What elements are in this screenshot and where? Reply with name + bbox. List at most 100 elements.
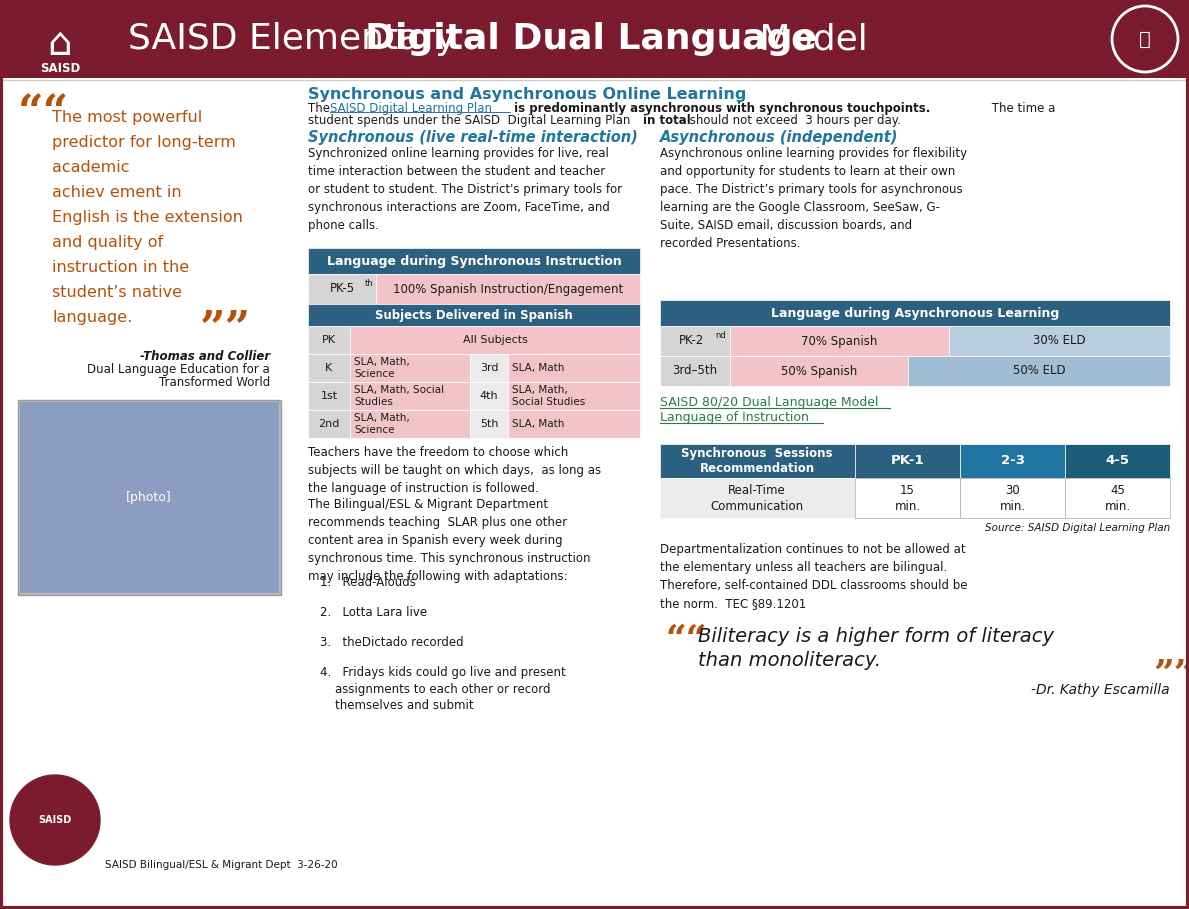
Text: The Bilingual/ESL & Migrant Department
recommends teaching  SLAR plus one other
: The Bilingual/ESL & Migrant Department r… bbox=[308, 498, 591, 583]
Text: 3.   theDictado recorded: 3. theDictado recorded bbox=[320, 636, 464, 649]
FancyBboxPatch shape bbox=[8, 6, 113, 71]
Text: PK: PK bbox=[322, 335, 336, 345]
Text: is predominantly asynchronous with synchronous touchpoints.: is predominantly asynchronous with synch… bbox=[510, 102, 930, 115]
FancyBboxPatch shape bbox=[508, 354, 640, 382]
Text: SAISD Elementary -: SAISD Elementary - bbox=[128, 22, 492, 56]
Text: Synchronous (live real-time interaction): Synchronous (live real-time interaction) bbox=[308, 130, 637, 145]
Text: instruction in the: instruction in the bbox=[52, 260, 189, 275]
FancyBboxPatch shape bbox=[308, 354, 350, 382]
Text: SLA, Math: SLA, Math bbox=[512, 363, 565, 373]
Text: 30
min.: 30 min. bbox=[1000, 484, 1026, 513]
Text: Subjects Delivered in Spanish: Subjects Delivered in Spanish bbox=[375, 308, 573, 322]
Text: All Subjects: All Subjects bbox=[463, 335, 528, 345]
Text: SLA, Math,
Science: SLA, Math, Science bbox=[354, 357, 410, 379]
FancyBboxPatch shape bbox=[350, 354, 470, 382]
FancyBboxPatch shape bbox=[470, 382, 508, 410]
Text: Language of Instruction: Language of Instruction bbox=[660, 411, 809, 424]
Text: 2.   Lotta Lara live: 2. Lotta Lara live bbox=[320, 606, 427, 619]
Text: Synchronized online learning provides for live, real
time interaction between th: Synchronized online learning provides fo… bbox=[308, 147, 622, 232]
Text: SLA, Math,
Science: SLA, Math, Science bbox=[354, 414, 410, 435]
FancyBboxPatch shape bbox=[855, 478, 960, 518]
Text: 5th: 5th bbox=[479, 419, 498, 429]
Text: 4-5: 4-5 bbox=[1106, 454, 1130, 467]
FancyBboxPatch shape bbox=[470, 410, 508, 438]
Text: 100% Spanish Instruction/Engagement: 100% Spanish Instruction/Engagement bbox=[392, 283, 623, 295]
Text: Departmentalization continues to not be allowed at
the elementary unless all tea: Departmentalization continues to not be … bbox=[660, 543, 968, 610]
FancyBboxPatch shape bbox=[960, 478, 1065, 518]
Text: nd: nd bbox=[715, 331, 725, 339]
FancyBboxPatch shape bbox=[350, 326, 640, 354]
FancyBboxPatch shape bbox=[376, 274, 640, 304]
FancyBboxPatch shape bbox=[730, 356, 908, 386]
Text: Synchronous and Asynchronous Online Learning: Synchronous and Asynchronous Online Lear… bbox=[308, 87, 747, 102]
FancyBboxPatch shape bbox=[0, 0, 1189, 78]
FancyBboxPatch shape bbox=[660, 478, 855, 518]
Text: 3rd: 3rd bbox=[479, 363, 498, 373]
Text: 50% ELD: 50% ELD bbox=[1013, 365, 1065, 377]
Text: 2nd: 2nd bbox=[319, 419, 340, 429]
Text: SAISD: SAISD bbox=[40, 62, 80, 75]
FancyBboxPatch shape bbox=[1065, 478, 1170, 518]
FancyBboxPatch shape bbox=[949, 326, 1170, 356]
Text: and quality of: and quality of bbox=[52, 235, 163, 250]
FancyBboxPatch shape bbox=[660, 326, 730, 356]
Text: predictor for long-term: predictor for long-term bbox=[52, 135, 235, 150]
FancyBboxPatch shape bbox=[730, 326, 949, 356]
Text: Model: Model bbox=[748, 22, 868, 56]
FancyBboxPatch shape bbox=[660, 444, 855, 478]
Text: SLA, Math: SLA, Math bbox=[512, 419, 565, 429]
Text: Dual Language Education for a: Dual Language Education for a bbox=[87, 363, 270, 376]
Text: Teachers have the freedom to choose which
subjects will be taught on which days,: Teachers have the freedom to choose whic… bbox=[308, 446, 602, 495]
Text: 2-3: 2-3 bbox=[1000, 454, 1025, 467]
Text: ““: ““ bbox=[18, 93, 69, 136]
FancyBboxPatch shape bbox=[660, 356, 730, 386]
Text: ““: ““ bbox=[665, 623, 706, 657]
FancyBboxPatch shape bbox=[308, 274, 376, 304]
Text: ””: ”” bbox=[1153, 658, 1189, 692]
Text: should not exceed  3 hours per day.: should not exceed 3 hours per day. bbox=[686, 114, 901, 127]
Text: 1.   Read-Alouds: 1. Read-Alouds bbox=[320, 576, 416, 589]
Text: th: th bbox=[365, 279, 373, 288]
Text: Synchronous  Sessions
Recommendation: Synchronous Sessions Recommendation bbox=[681, 446, 832, 475]
FancyBboxPatch shape bbox=[308, 410, 350, 438]
Text: 30% ELD: 30% ELD bbox=[1033, 335, 1086, 347]
Text: PK-1: PK-1 bbox=[891, 454, 924, 467]
Text: ””: ”” bbox=[200, 308, 251, 351]
FancyBboxPatch shape bbox=[960, 444, 1065, 478]
Text: 45
min.: 45 min. bbox=[1105, 484, 1131, 513]
Text: [photo]: [photo] bbox=[126, 492, 172, 504]
Text: 4th: 4th bbox=[479, 391, 498, 401]
Text: 4.   Fridays kids could go live and present
    assignments to each other or rec: 4. Fridays kids could go live and presen… bbox=[320, 666, 566, 712]
Text: -Dr. Kathy Escamilla: -Dr. Kathy Escamilla bbox=[1031, 683, 1170, 697]
FancyBboxPatch shape bbox=[350, 382, 470, 410]
Text: in total: in total bbox=[643, 114, 691, 127]
FancyBboxPatch shape bbox=[508, 382, 640, 410]
Text: 3rd–5th: 3rd–5th bbox=[673, 365, 718, 377]
FancyBboxPatch shape bbox=[470, 354, 508, 382]
Text: Source: SAISD Digital Learning Plan: Source: SAISD Digital Learning Plan bbox=[984, 523, 1170, 533]
Text: -Thomas and Collier: -Thomas and Collier bbox=[140, 350, 270, 363]
Text: English is the extension: English is the extension bbox=[52, 210, 243, 225]
Text: Asynchronous online learning provides for flexibility
and opportunity for studen: Asynchronous online learning provides fo… bbox=[660, 147, 967, 250]
Text: SAISD: SAISD bbox=[38, 815, 71, 825]
FancyBboxPatch shape bbox=[308, 326, 350, 354]
Text: student’s native: student’s native bbox=[52, 285, 182, 300]
Text: SAISD Bilingual/ESL & Migrant Dept  3-26-20: SAISD Bilingual/ESL & Migrant Dept 3-26-… bbox=[105, 860, 338, 870]
Text: The most powerful: The most powerful bbox=[52, 110, 202, 125]
Circle shape bbox=[10, 775, 100, 865]
FancyBboxPatch shape bbox=[350, 410, 470, 438]
FancyBboxPatch shape bbox=[20, 402, 279, 593]
Text: Language during Asynchronous Learning: Language during Asynchronous Learning bbox=[770, 306, 1059, 319]
FancyBboxPatch shape bbox=[1065, 444, 1170, 478]
FancyBboxPatch shape bbox=[908, 356, 1170, 386]
Text: SAISD Digital Learning Plan: SAISD Digital Learning Plan bbox=[331, 102, 492, 115]
Text: PK-5: PK-5 bbox=[329, 283, 354, 295]
Text: K: K bbox=[326, 363, 333, 373]
FancyBboxPatch shape bbox=[8, 6, 113, 71]
FancyBboxPatch shape bbox=[508, 410, 640, 438]
FancyBboxPatch shape bbox=[660, 300, 1170, 326]
Text: The time a: The time a bbox=[988, 102, 1056, 115]
Text: Real-Time
Communication: Real-Time Communication bbox=[711, 484, 804, 513]
Text: SAISD 80/20 Dual Language Model: SAISD 80/20 Dual Language Model bbox=[660, 396, 879, 409]
Text: Transformed World: Transformed World bbox=[159, 376, 270, 389]
